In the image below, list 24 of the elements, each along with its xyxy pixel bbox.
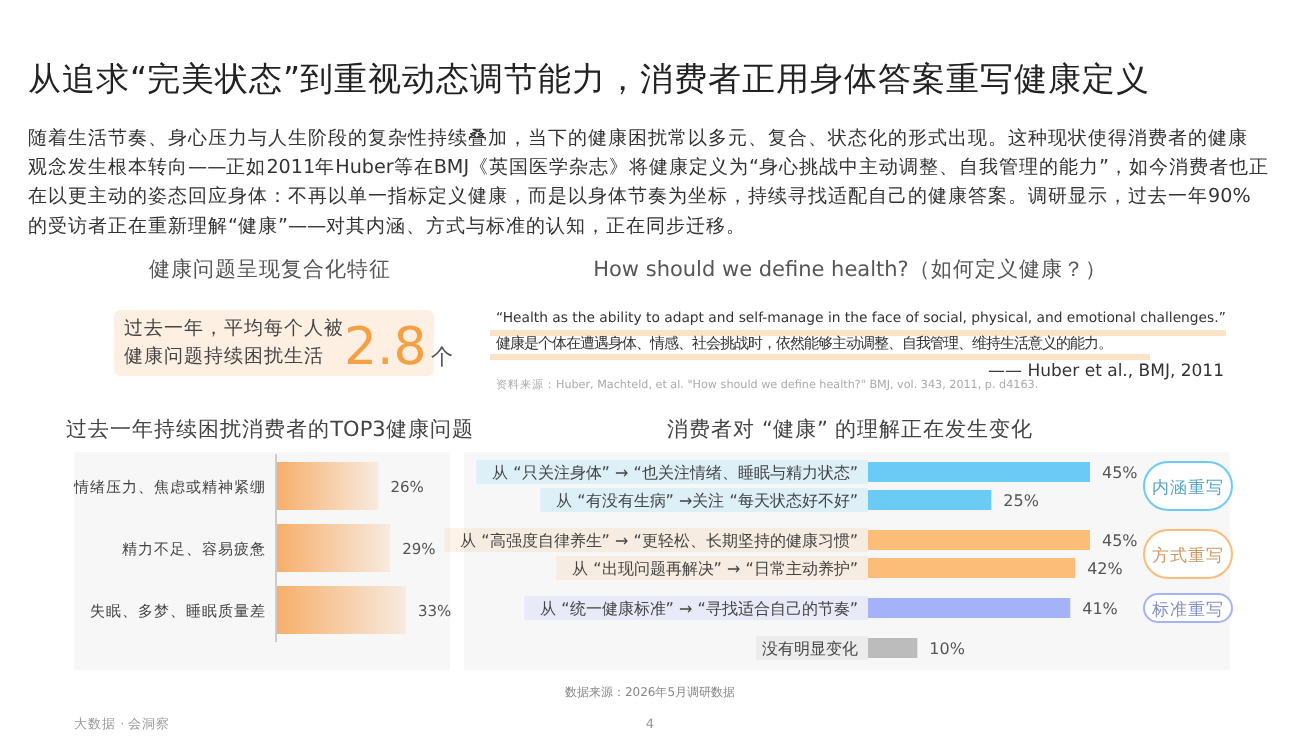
y-tick-label: 从 “有没有生病” →关注 “每天状态好不好” [556, 492, 858, 510]
data-label: 10% [929, 640, 966, 658]
text: 随着生活节奏、身心压力与人生阶段的复杂性持续叠加，当下的健康困扰常以多元、复合、状态化的形式出现。这种现状使得消费者的健康观念发生根本转向——正如2011年Huber等在BMJ《英国医学杂志》将健康定义为“身心挑战中主动调整、自我管理的能力”，如今消费者也正在以更主动的姿态回应身体：不再以单一指标定义健康，而是以身体节奏为坐标，持续寻找适配自己的健康答案。调研显示，过去一年90%的受访者正在重新理解“健康”——对其内涵、方式与标准的认知，正在同步迁移。 [28, 126, 1269, 238]
text: —— Huber et al., BMJ, 2011 [988, 362, 1224, 382]
data-label: 42% [1087, 560, 1124, 578]
data-label: 41% [1082, 600, 1119, 618]
text: How should we define health?（如何定义健康？） [593, 256, 1107, 282]
y-tick-label: 从 “统一健康标准” → “寻找适合自己的节奏” [540, 600, 858, 618]
y-tick-label: 从 “高强度自律养生” → “更轻松、长期坚持的健康习惯” [460, 532, 858, 550]
text: 标准重写 [1150, 599, 1224, 621]
y-tick-label: 从 “只关注身体” → “也关注情绪、睡眠与精力状态” [492, 464, 858, 482]
text: 内涵重写 [1152, 477, 1224, 499]
text: 从追求“完美状态”到重视动态调节能力，消费者正用身体答案重写健康定义 [28, 60, 1151, 98]
chart-title: 过去一年持续困扰消费者的TOP3健康问题 [66, 416, 474, 442]
data-label: 25% [1003, 492, 1040, 510]
text: 过去一年，平均每个人被 [124, 316, 344, 340]
y-tick-label: 没有明显变化 [762, 640, 858, 658]
chart-title: 消费者对 “健康” 的理解正在发生变化 [667, 416, 1033, 442]
text: 方式重写 [1152, 545, 1224, 567]
data-label: 45% [1102, 464, 1139, 482]
y-tick-label: 从 “出现问题再解决” → “日常主动养护” [572, 560, 858, 578]
text: 健康问题持续困扰生活 [124, 344, 324, 368]
text: 健康问题呈现复合化特征 [149, 256, 391, 282]
data-label: 45% [1102, 532, 1139, 550]
